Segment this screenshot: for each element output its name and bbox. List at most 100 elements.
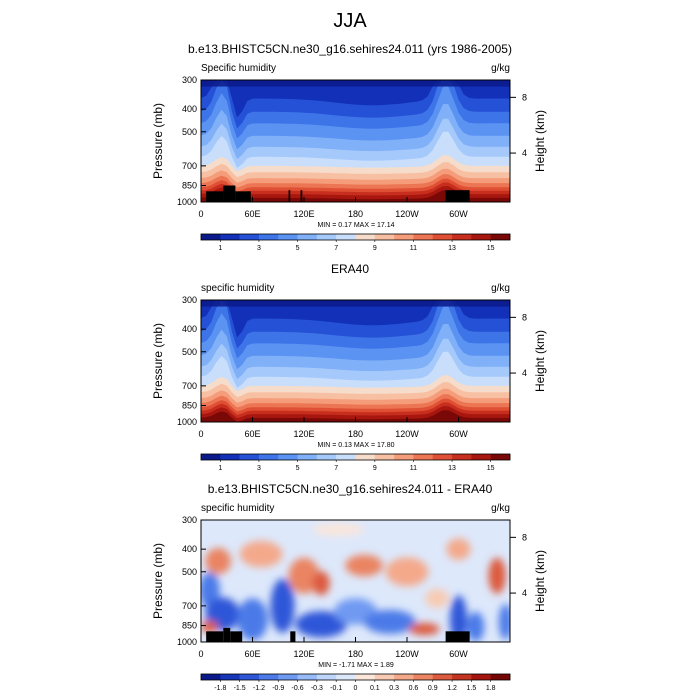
colorbar-swatch: [278, 234, 298, 240]
y-tick-label: 850: [182, 181, 197, 191]
colorbar-swatch: [258, 234, 279, 240]
colorbar-swatch: [239, 674, 260, 680]
terrain-mask: [300, 190, 303, 202]
colorbar-swatch: [297, 454, 318, 460]
colorbar-label: -1.5: [234, 685, 246, 692]
colorbar-label: 3: [257, 465, 261, 472]
colorbar-label: 11: [410, 245, 417, 252]
y-tick-label: 700: [182, 601, 197, 611]
x-tick-label: 0: [198, 209, 203, 219]
panel-left-label: Specific humidity: [201, 63, 276, 74]
y-tick-label: 700: [182, 381, 197, 391]
min-max-text: MIN = 0.17 MAX = 17.14: [317, 222, 394, 229]
colorbar-swatch: [394, 674, 414, 680]
x-tick-label: 60W: [449, 649, 468, 659]
colorbar-swatch: [471, 674, 491, 680]
colorbar-label: 7: [334, 465, 338, 472]
colorbar-swatch: [220, 454, 240, 460]
colorbar-frame: [200, 233, 511, 241]
y-tick-label: 500: [182, 347, 197, 357]
colorbar-swatch: [471, 454, 491, 460]
x-tick-label: 0: [198, 429, 203, 439]
panel-model: b.e13.BHISTC5CN.ne30_g16.sehires24.011 (…: [151, 42, 547, 252]
y-axis-title: Pressure (mb): [151, 323, 165, 399]
y-tick-label: 1000: [177, 417, 197, 427]
colorbar: 1 3 5 7 9 11 13 15: [200, 453, 511, 472]
x-tick-label: 120E: [293, 649, 314, 659]
y-tick-label: 300: [182, 515, 197, 525]
colorbar-label: 0.3: [389, 685, 399, 692]
colorbar-swatch: [452, 234, 472, 240]
colorbar-swatch: [258, 454, 279, 460]
y2-tick-label: 4: [522, 368, 527, 378]
colorbar-label: -0.1: [330, 685, 342, 692]
colorbar-label: 13: [448, 245, 456, 252]
y-tick-label: 500: [182, 567, 197, 577]
y2-tick-label: 4: [522, 148, 527, 158]
colorbar-swatch: [432, 674, 453, 680]
colorbar-swatch: [220, 674, 240, 680]
colorbar-swatch: [297, 674, 318, 680]
y-tick-label: 1000: [177, 637, 197, 647]
x-tick-label: 120E: [293, 209, 314, 219]
y2-tick-label: 8: [522, 92, 527, 102]
colorbar-swatch: [336, 454, 356, 460]
x-tick-label: 180: [348, 649, 363, 659]
colorbar-swatch: [452, 454, 472, 460]
figure-title: JJA: [333, 10, 367, 32]
colorbar-swatch: [355, 234, 376, 240]
terrain-mask: [290, 631, 296, 642]
colorbar-label: 9: [373, 245, 377, 252]
colorbar-swatch: [316, 674, 337, 680]
colorbar-swatch: [201, 234, 221, 240]
colorbar-label: 0.1: [370, 685, 380, 692]
colorbar-label: 0.6: [409, 685, 419, 692]
y-tick-label: 1000: [177, 197, 197, 207]
terrain-mask: [230, 631, 243, 642]
contour-field: [201, 80, 510, 202]
colorbar-label: 7: [334, 245, 338, 252]
colorbar-swatch: [432, 234, 453, 240]
colorbar-swatch: [239, 454, 260, 460]
colorbar-swatch: [258, 674, 279, 680]
terrain-mask: [206, 631, 224, 642]
y-axis-title: Pressure (mb): [151, 103, 165, 179]
y-axis-title: Pressure (mb): [151, 543, 165, 619]
x-tick-label: 0: [198, 649, 203, 659]
colorbar-swatch: [394, 454, 414, 460]
panel-diff: b.e13.BHISTC5CN.ne30_g16.sehires24.011 -…: [151, 482, 547, 692]
colorbar-swatch: [394, 234, 414, 240]
y-tick-label: 500: [182, 127, 197, 137]
panel-left-label: specific humidity: [201, 283, 274, 294]
x-tick-label: 60W: [449, 429, 468, 439]
colorbar-swatch: [336, 234, 356, 240]
colorbar-label: 1.5: [467, 685, 477, 692]
colorbar-label: -0.3: [311, 685, 323, 692]
colorbar-label: -1.2: [253, 685, 265, 692]
colorbar-swatch: [490, 674, 511, 680]
colorbar-label: 1: [218, 465, 222, 472]
panel-title: b.e13.BHISTC5CN.ne30_g16.sehires24.011 (…: [188, 42, 512, 56]
colorbar-swatch: [490, 454, 511, 460]
y-tick-label: 400: [182, 104, 197, 114]
y-tick-label: 400: [182, 324, 197, 334]
colorbar-label: 11: [410, 465, 417, 472]
colorbar-swatch: [278, 674, 298, 680]
colorbar-label: 5: [296, 245, 300, 252]
terrain-mask: [223, 627, 231, 642]
panel-units-label: g/kg: [491, 503, 510, 514]
colorbar-label: 0: [354, 685, 358, 692]
terrain-mask: [445, 190, 470, 202]
x-tick-label: 180: [348, 209, 363, 219]
colorbar-swatch: [413, 674, 434, 680]
contour-field: [201, 520, 510, 642]
y-tick-label: 850: [182, 401, 197, 411]
x-tick-label: 60E: [244, 209, 260, 219]
min-max-text: MIN = 0.13 MAX = 17.80: [317, 442, 394, 449]
colorbar-swatch: [355, 674, 376, 680]
colorbar-swatch: [432, 454, 453, 460]
y2-tick-label: 8: [522, 312, 527, 322]
colorbar-label: 1.2: [447, 685, 457, 692]
